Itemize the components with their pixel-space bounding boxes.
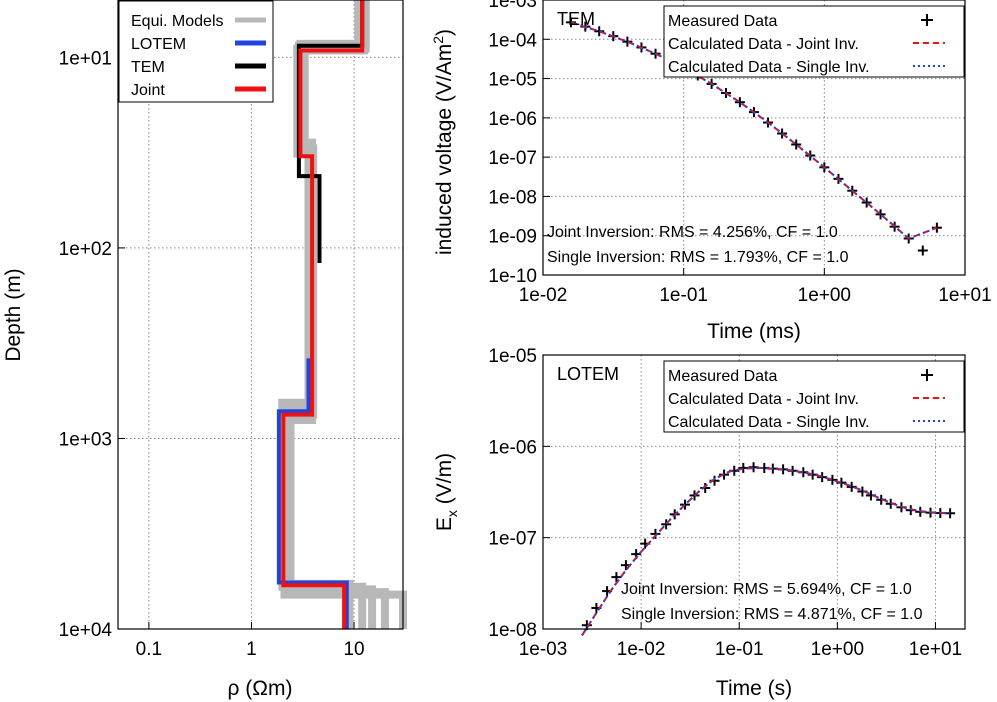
lotem-grid: [543, 355, 965, 629]
tem-measured-point: [791, 139, 802, 150]
lotem-model-line: [276, 358, 349, 629]
tem-plot-area: [565, 17, 942, 256]
lotem-measured-point: [827, 474, 838, 485]
tem-measured-point: [875, 209, 886, 220]
tem-x-tick-label: 1e+01: [938, 285, 991, 306]
lotem-y-tick-label: 1e-05: [488, 346, 537, 367]
tem-measured-point: [917, 245, 928, 256]
tem-title: TEM: [557, 9, 595, 29]
model-panel: 0.1 1 10 1e+01 1e+02 1e+03 1e+04 Equi. Models L…: [2, 0, 407, 700]
lotem-measured-point: [945, 508, 956, 519]
lotem-x-tick-label: 1e-02: [617, 639, 666, 660]
equivalent-model-line: [278, 0, 370, 629]
tem-panel: 1e-02 1e-01 1e+00 1e+01 1e-10 1e-09 1e-08 1e-07…: [430, 0, 992, 343]
lotem-legend-label: Calculated Data - Joint Inv.: [668, 391, 859, 408]
lotem-x-axis-title: Time (s): [716, 677, 792, 700]
tem-measured-point: [861, 197, 872, 208]
tem-x-axis-title: Time (ms): [707, 320, 801, 343]
tem-y-axis-title: induced voltage (V/Am2): [430, 29, 456, 255]
tem-y-tick-label: 1e-09: [488, 227, 537, 248]
lotem-y-axis-title-main: E: [433, 517, 456, 531]
lotem-plot-area: [581, 462, 956, 636]
lotem-x-tick-label: 1e+00: [811, 639, 864, 660]
model-y-tick-label: 1e+01: [59, 48, 112, 69]
lotem-x-tick-label: 1e+01: [909, 639, 962, 660]
lotem-y-tick-label: 1e-07: [488, 529, 537, 550]
tem-grid: [543, 0, 965, 275]
joint-model-line: [281, 0, 365, 629]
lotem-dotted-calc-line: [581, 466, 951, 636]
lotem-title: LOTEM: [557, 364, 619, 384]
model-y-axis-title: Depth (m): [2, 268, 25, 361]
tem-ticks: 1e-02 1e-01 1e+00 1e+01 1e-10 1e-09 1e-08 1e-07…: [488, 0, 992, 306]
model-x-axis-title: ρ (Ωm): [228, 677, 293, 700]
tem-y-tick-label: 1e-06: [488, 109, 537, 130]
tem-legend: Measured Data Calculated Data - Joint Inv…: [668, 13, 945, 76]
model-legend: Equi. Models LOTEM TEM Joint: [118, 0, 274, 103]
tem-y-tick-label: 1e-08: [488, 187, 537, 208]
model-legend-label: TEM: [131, 59, 165, 76]
tem-y-axis-title-close: ): [433, 29, 456, 36]
tem-frame: [542, 0, 966, 276]
lotem-measured-point: [611, 572, 622, 583]
tem-legend-label: Calculated Data - Joint Inv.: [668, 36, 859, 53]
lotem-x-tick-label: 1e-01: [715, 639, 764, 660]
tem-y-tick-label: 1e-07: [488, 148, 537, 169]
tem-x-tick-label: 1e-01: [659, 285, 708, 306]
model-y-tick-label: 1e+03: [59, 429, 112, 450]
tem-legend-label: Measured Data: [668, 13, 777, 30]
lotem-x-tick-label: 1e-03: [519, 639, 568, 660]
lotem-ticks: 1e-03 1e-02 1e-01 1e+00 1e+01 1e-08 1e-07 1e-06…: [488, 346, 962, 660]
lotem-measured-point: [661, 519, 672, 530]
tem-x-tick-label: 1e-02: [519, 285, 568, 306]
lotem-y-axis-title: Ex (V/m): [433, 453, 460, 531]
lotem-annotation-joint: Joint Inversion: RMS = 5.694%, CF = 1.0: [621, 581, 912, 598]
lotem-legend-label: Calculated Data - Single Inv.: [668, 414, 870, 431]
tem-y-tick-label: 1e-10: [488, 266, 537, 287]
model-legend-label: Joint: [131, 82, 165, 99]
lotem-y-axis-title-sub: x: [444, 510, 460, 517]
lotem-y-axis-title-unit: (V/m): [433, 453, 456, 510]
tem-annotation-joint: Joint Inversion: RMS = 4.256%, CF = 1.0: [547, 224, 838, 241]
model-legend-label: Equi. Models: [131, 13, 224, 30]
lotem-legend: Measured Data Calculated Data - Joint Inv…: [668, 368, 945, 431]
model-legend-label: LOTEM: [131, 36, 186, 53]
tem-dotted-calc-line: [570, 21, 938, 240]
tem-measured-point: [622, 36, 633, 47]
model-frame: [117, 0, 404, 630]
lotem-y-tick-label: 1e-08: [488, 620, 537, 641]
model-ticks: 0.1 1 10 1e+01 1e+02 1e+03 1e+04: [59, 48, 365, 660]
model-y-tick-label: 1e+04: [59, 620, 113, 641]
lotem-panel: 1e-03 1e-02 1e-01 1e+00 1e+01 1e-08 1e-07 1e-06…: [433, 346, 966, 700]
model-x-tick-label: 1: [246, 639, 257, 660]
tem-measured-point: [734, 97, 745, 108]
tem-measured-point: [594, 26, 605, 37]
model-x-tick-label: 0.1: [136, 639, 162, 660]
lotem-frame: [542, 354, 966, 630]
model-x-tick-label: 10: [343, 639, 364, 660]
tem-annotation-single: Single Inversion: RMS = 1.793%, CF = 1.0: [547, 249, 849, 266]
tem-x-tick-label: 1e+00: [798, 285, 851, 306]
tem-legend-label: Calculated Data - Single Inv.: [668, 59, 870, 76]
tem-y-tick-label: 1e-03: [488, 0, 537, 12]
tem-y-axis-title-text: induced voltage (V/Am: [433, 44, 456, 255]
lotem-y-tick-label: 1e-06: [488, 437, 537, 458]
tem-y-tick-label: 1e-05: [488, 70, 537, 91]
model-y-tick-label: 1e+02: [59, 239, 112, 260]
lotem-annotation-single: Single Inversion: RMS = 4.871%, CF = 1.0: [621, 606, 923, 623]
tem-y-tick-label: 1e-04: [488, 30, 537, 51]
tem-y-axis-title-exp: 2: [430, 36, 446, 44]
model-grid: [118, 0, 403, 629]
model-plot-area: [276, 0, 407, 629]
lotem-legend-label: Measured Data: [668, 368, 777, 385]
